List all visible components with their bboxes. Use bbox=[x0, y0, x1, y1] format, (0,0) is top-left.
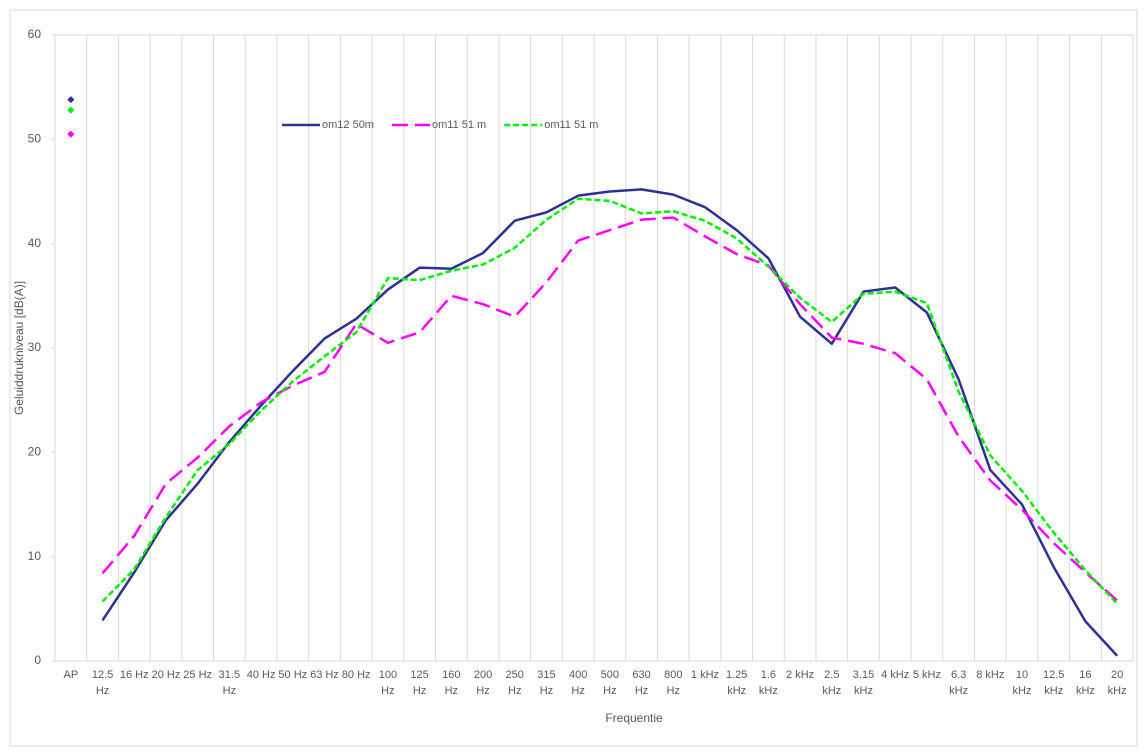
x-tick-label: 400 Hz bbox=[568, 669, 588, 697]
x-tick-label: 12.5 kHz bbox=[1043, 669, 1065, 697]
x-tick-label: 200 Hz bbox=[473, 669, 493, 697]
x-tick-label: 25 Hz bbox=[183, 669, 213, 681]
x-tick-label: 100 Hz bbox=[378, 669, 398, 697]
x-tick-label: 50 Hz bbox=[278, 669, 308, 681]
x-tick-label: 8 kHz bbox=[976, 669, 1005, 681]
x-tick-label: 4 kHz bbox=[881, 669, 910, 681]
x-tick-label: 16 kHz bbox=[1075, 669, 1095, 697]
x-tick-label: 5 kHz bbox=[912, 669, 941, 681]
x-tick-label: 500 Hz bbox=[600, 669, 620, 697]
series-line bbox=[101, 216, 1118, 602]
y-tick-label: 20 bbox=[28, 445, 42, 459]
x-tick-label: 40 Hz bbox=[246, 669, 276, 681]
x-tick-label: 2.5 kHz bbox=[822, 669, 842, 697]
x-tick-label: 250 Hz bbox=[505, 669, 524, 697]
y-tick-label: 50 bbox=[28, 132, 42, 146]
x-tick-label: 630 Hz bbox=[632, 669, 651, 697]
y-tick-label: 30 bbox=[28, 340, 42, 354]
y-tick-label: 60 bbox=[28, 27, 42, 41]
x-tick-label: 1.6 kHz bbox=[758, 669, 778, 697]
x-tick-label: 12.5 Hz bbox=[91, 669, 114, 697]
x-tick-label: 800 Hz bbox=[664, 669, 683, 697]
x-tick-label: 6.3 kHz bbox=[949, 669, 969, 697]
x-tick-label: 16 Hz bbox=[119, 669, 149, 681]
x-tick-label: 125 Hz bbox=[410, 669, 429, 697]
x-tick-label: 160 Hz bbox=[442, 669, 461, 697]
x-axis-title: Frequentie bbox=[605, 711, 663, 725]
x-tick-label: 31.5 Hz bbox=[218, 669, 241, 697]
point-marker bbox=[67, 130, 75, 138]
x-tick-label: 2 kHz bbox=[786, 669, 815, 681]
point-marker bbox=[67, 106, 75, 114]
chart-border bbox=[9, 9, 1138, 747]
legend-label: om11 51 m bbox=[544, 119, 598, 131]
x-tick-label: 20 kHz bbox=[1107, 669, 1127, 697]
x-tick-label: 1.25 kHz bbox=[725, 669, 748, 697]
series-line bbox=[101, 197, 1119, 605]
y-tick-label: 40 bbox=[28, 236, 42, 250]
legend-label: om12 50m bbox=[322, 119, 374, 131]
x-tick-label: 20 Hz bbox=[151, 669, 181, 681]
y-axis-title: Geluiddrukniveau [dB(A)] bbox=[12, 281, 26, 415]
point-marker bbox=[67, 96, 75, 104]
x-tick-label: 10 kHz bbox=[1012, 669, 1032, 697]
y-tick-label: 0 bbox=[34, 653, 41, 667]
x-tick-label: AP bbox=[63, 669, 79, 681]
x-tick-label: 63 Hz bbox=[310, 669, 339, 681]
x-tick-label: 315 Hz bbox=[537, 669, 556, 697]
y-tick-label: 10 bbox=[28, 549, 42, 563]
x-tick-label: 3.15 kHz bbox=[852, 669, 875, 697]
series-line bbox=[101, 188, 1119, 657]
legend-label: om11 51 m bbox=[432, 119, 486, 131]
x-tick-label: 80 Hz bbox=[341, 669, 371, 681]
x-tick-label: 1 kHz bbox=[690, 669, 720, 681]
